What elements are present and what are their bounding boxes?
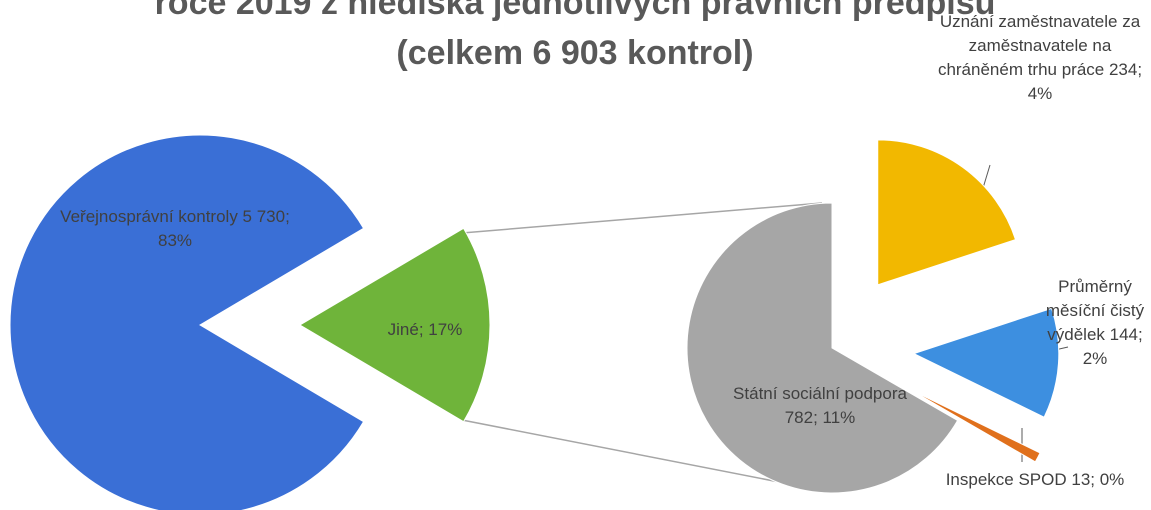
data-label: Státní sociální podpora 782; 11%	[733, 384, 907, 427]
data-label: Veřejnosprávní kontroly 5 730; 83%	[60, 207, 290, 250]
chart-title: roce 2019 z hlediska jednotlivých právní…	[155, 0, 996, 22]
pie-slice	[686, 202, 959, 494]
pie-slice	[912, 307, 1060, 418]
pie-slice	[299, 227, 491, 423]
data-label: Uznání zaměstnavatele za zaměstnavatele …	[937, 12, 1143, 103]
pie-slice	[909, 388, 1041, 463]
data-label: Průměrný měsíční čistý výdělek 144; 2%	[1045, 277, 1145, 368]
pie-slice	[877, 139, 1017, 286]
data-label: Jiné; 17%	[387, 320, 463, 339]
pie-slice	[9, 134, 365, 510]
connector-line	[461, 202, 823, 234]
data-label: Inspekce SPOD 13; 0%	[945, 470, 1125, 489]
connector-line	[461, 419, 831, 493]
chart-subtitle: (celkem 6 903 kontrol)	[396, 34, 753, 72]
